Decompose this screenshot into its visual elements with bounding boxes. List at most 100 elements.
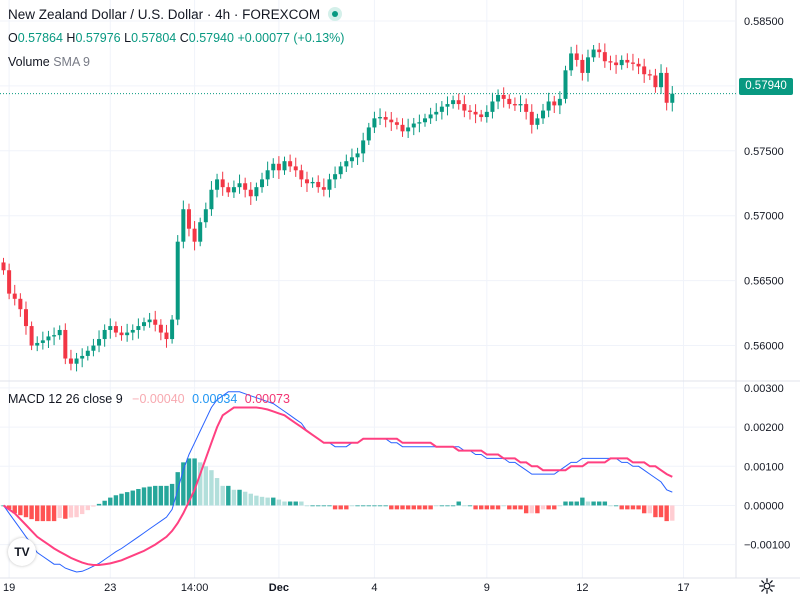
candle-up [46,336,51,341]
macd-histogram-bar [608,505,613,507]
candle-down [456,100,461,105]
macd-hist-value: −0.00040 [132,392,185,406]
macd-histogram-bar [198,462,203,506]
macd-histogram-bar [153,485,158,506]
macd-histogram-bar [265,497,270,506]
macd-histogram-bar [254,495,259,506]
macd-histogram-bar [540,505,546,510]
macd-histogram-bar [108,497,113,506]
candle-down [316,181,321,188]
macd-histogram-bar [164,485,169,506]
candle-up [40,340,45,343]
macd-histogram-bar [321,505,327,507]
candle-up [203,209,208,223]
macd-histogram-bar [214,478,220,506]
macd-histogram-bar [495,505,501,510]
macd-histogram-bar [40,505,46,522]
price-candles [1,42,675,372]
macd-histogram-bar [282,501,287,506]
volume-label[interactable]: Volume [8,55,50,69]
candle-down [479,114,484,118]
macd-histogram [1,458,675,522]
candle-up [147,319,152,323]
macd-histogram-bar [507,505,512,510]
candle-up [215,179,220,190]
candle-down [321,187,326,190]
macd-histogram-bar [186,458,192,506]
candle-down [602,52,607,62]
macd-histogram-bar [46,505,51,522]
macd-histogram-bar [226,485,231,506]
candle-down [630,62,635,64]
candle-up [423,118,427,123]
candle-up [406,127,411,132]
macd-params: 12 26 close 9 [48,392,123,406]
candle-down [276,163,281,171]
macd-legend[interactable]: MACD 12 26 close 9 −0.00040 0.00034 0.00… [8,392,290,406]
candle-up [451,100,456,105]
macd-tick-label: 0.00000 [744,500,784,512]
high-label: H [66,31,76,45]
candle-down [12,293,17,299]
candle-down [529,111,534,125]
price-tick-label: 0.58500 [744,16,784,28]
symbol-title[interactable]: New Zealand Dollar / U.S. Dollar · 4h · … [8,7,343,22]
candle-up [237,183,242,188]
candle-up [130,329,135,333]
macd-histogram-bar [518,505,523,510]
macd-histogram-bar [119,493,124,506]
macd-histogram-bar [597,501,602,506]
candle-up [333,174,338,180]
macd-histogram-bar [585,501,591,506]
macd-histogram-bar [23,505,29,518]
candle-down [119,332,124,336]
macd-histogram-bar [271,497,276,506]
macd-line-value: 0.00034 [192,392,238,406]
macd-signal-value: 0.00073 [244,392,290,406]
macd-histogram-bar [422,505,428,510]
symbol-title-text[interactable]: New Zealand Dollar / U.S. Dollar · 4h · … [8,7,321,22]
macd-histogram-bar [12,505,17,514]
candle-down [524,104,529,112]
macd-tick-label: 0.00100 [744,461,784,473]
macd-histogram-bar [479,505,484,510]
candle-down [580,59,585,73]
candle-down [462,104,467,111]
candle-down [63,329,68,359]
macd-histogram-bar [512,505,518,510]
candle-up [541,110,546,119]
time-tick-label: Dec [269,582,289,594]
candle-down [23,309,28,327]
macd-histogram-bar [181,462,186,506]
candle-up [97,339,102,346]
candle-down [400,124,405,132]
volume-legend[interactable]: Volume SMA 9 [8,55,90,69]
candle-up [231,187,236,193]
candle-down [164,332,169,340]
candle-down [153,319,158,325]
macd-histogram-bar [338,505,343,510]
macd-histogram-bar [602,501,608,506]
candle-up [80,355,85,359]
macd-label[interactable]: MACD [8,392,45,406]
candle-up [439,106,444,112]
macd-histogram-bar [529,505,534,514]
candle-up [282,161,287,171]
candle-up [484,111,489,118]
candle-up [198,222,203,242]
candle-up [361,140,366,154]
price-tick-label: 0.57500 [744,146,784,158]
candle-up [85,350,90,356]
change-value: +0.00077 (+0.13%) [237,31,345,45]
macd-histogram-bar [377,505,383,507]
time-tick-label: 9 [484,582,490,594]
candle-up [569,53,574,71]
gear-icon[interactable] [758,577,776,595]
tradingview-logo-icon[interactable]: TV [8,538,36,566]
candle-down [293,166,298,171]
candle-up [181,209,186,242]
candle-down [29,326,34,346]
macd-histogram-bar [141,487,147,506]
candle-up [74,358,79,364]
